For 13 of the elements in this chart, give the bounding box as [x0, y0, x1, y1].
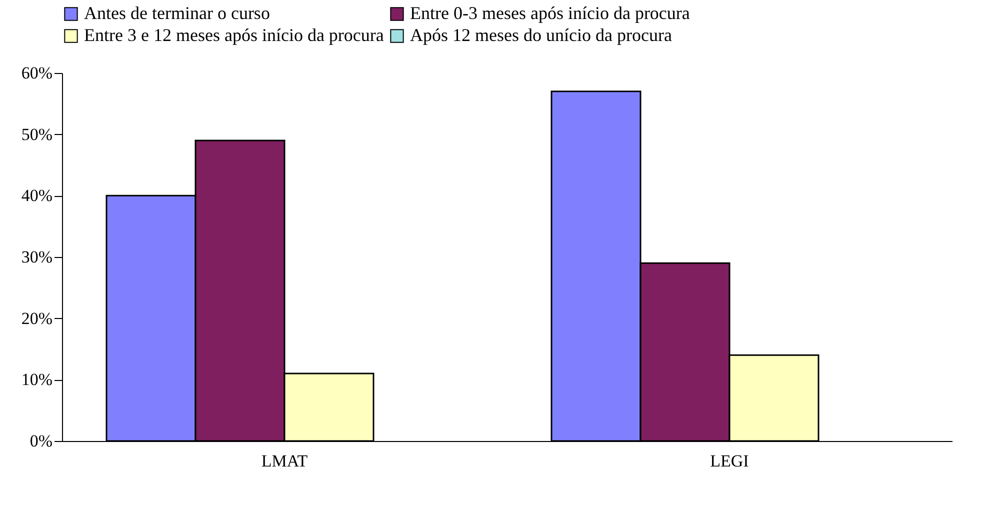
legend-label: Entre 0-3 meses após início da procura	[410, 3, 690, 23]
legend-label: Após 12 meses do unício da procura	[410, 25, 672, 45]
y-tick-label: 40%	[21, 186, 52, 206]
x-tick-label: LEGI	[710, 452, 750, 470]
y-tick-label: 60%	[21, 64, 52, 82]
legend-label: Antes de terminar o curso	[84, 3, 270, 23]
y-tick-label: 30%	[21, 248, 52, 266]
y-tick-label: 20%	[21, 308, 52, 328]
x-tick-label: LMAT	[261, 452, 308, 470]
y-tick-label: 0%	[30, 432, 52, 450]
legend-label: Entre 3 e 12 meses após início da procura	[84, 25, 384, 45]
y-tick-label: 10%	[21, 370, 52, 390]
y-tick-label: 50%	[21, 124, 52, 144]
